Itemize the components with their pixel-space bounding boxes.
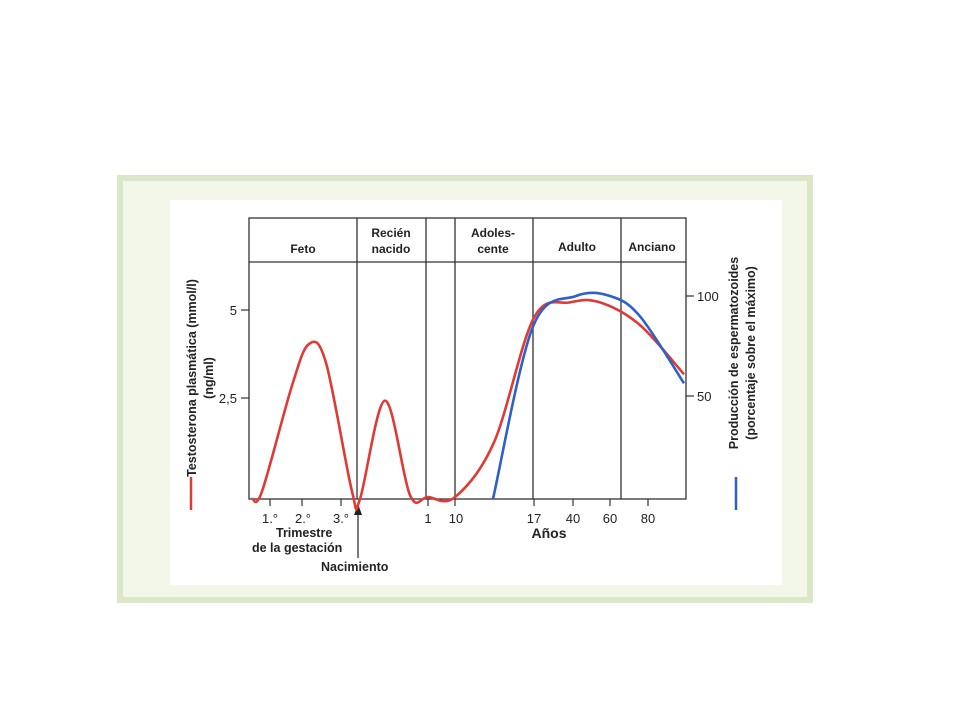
birth-arrow-head [354,504,362,515]
period-label-adolescente-1: Adoles- [471,226,515,240]
x-axis-title: Años [532,525,567,541]
right-axis-title: Producción de espermatozoides (porcentaj… [727,257,758,449]
right-axis-title-line1: Producción de espermatozoides [727,257,741,449]
left-tick-label-2-5: 2,5 [219,391,237,406]
period-labels: Feto Recién nacido Adoles- cente Adulto … [290,226,675,256]
series-sperm-production-line [491,291,686,500]
birth-label: Nacimiento [321,560,389,574]
x-tick-label-60: 60 [603,511,617,526]
series-testosterone-line [250,298,685,511]
period-label-feto: Feto [290,242,315,256]
x-tick-label-1: 1 [424,511,431,526]
x-tick-label-40: 40 [566,511,580,526]
right-axis-title-line2: (porcentaje sobre el máximo) [744,266,758,440]
x-tick-label-1st: 1.° [262,511,278,526]
bottom-axis [269,499,649,506]
right-tick-label-100: 100 [697,289,719,304]
left-axis: 5 2,5 [219,303,249,406]
figure-panel [170,200,782,585]
x-tick-labels: 1.° 2.° 3.° 1 10 17 40 60 80 [262,511,655,526]
birth-arrow [354,504,362,558]
x-tick-label-2nd: 2.° [295,511,311,526]
x-tick-label-17: 17 [527,511,541,526]
x-tick-label-10: 10 [449,511,463,526]
plot-frame [248,217,687,500]
left-axis-title: Testosterona plasmática (mmol/l) (ng/ml) [185,279,216,477]
trimester-label-line2: de la gestación [252,541,342,555]
period-label-adolescente-2: cente [477,242,509,256]
period-label-adulto: Adulto [558,240,596,254]
left-axis-title-line1: Testosterona plasmática (mmol/l) [185,279,199,477]
left-axis-title-line2: (ng/ml) [202,357,216,399]
period-label-anciano: Anciano [628,240,675,254]
period-label-recien-nacido-1: Recién [371,226,410,240]
trimester-label-line1: Trimestre [276,526,332,540]
right-axis: 100 50 [686,289,719,404]
x-tick-label-80: 80 [641,511,655,526]
right-tick-label-50: 50 [697,389,711,404]
x-tick-label-3rd: 3.° [333,511,349,526]
scanned-page-green-tint [117,175,813,603]
left-tick-label-5: 5 [230,303,237,318]
period-label-recien-nacido-2: nacido [372,242,411,256]
period-dividers [356,218,622,499]
